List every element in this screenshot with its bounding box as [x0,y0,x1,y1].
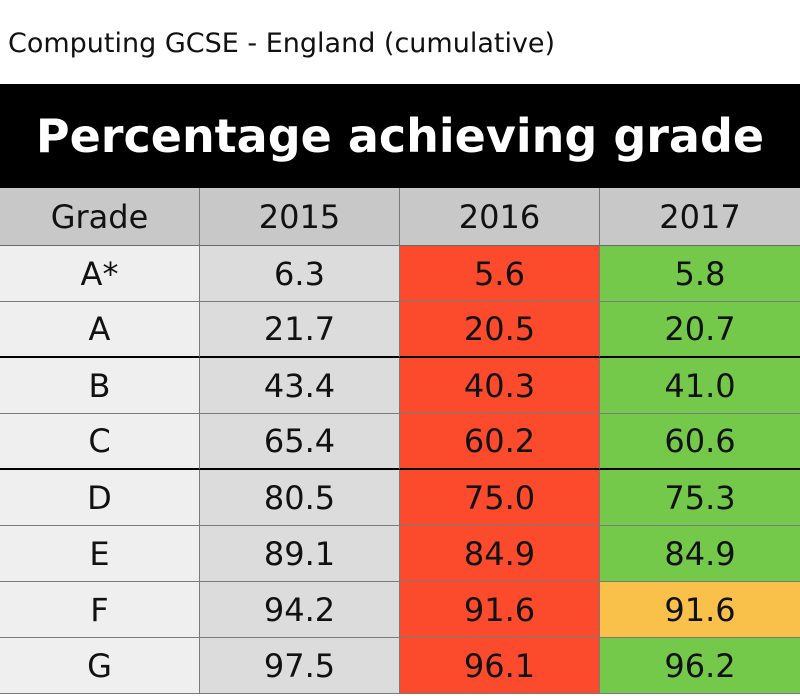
value-2017-cell: 60.6 [600,414,800,470]
table-body: A* 6.3 5.6 5.8 A 21.7 20.5 20.7 B 43.4 40.3 41.0 C 65… [0,246,800,694]
value-2015-cell: 6.3 [200,246,400,302]
value-2015-cell: 94.2 [200,582,400,638]
value-2017-cell: 5.8 [600,246,800,302]
table-row: D 80.5 75.0 75.3 [0,470,800,526]
grade-cell: B [0,358,200,414]
grade-cell: D [0,470,200,526]
table-row: C 65.4 60.2 60.6 [0,414,800,470]
table-row: F 94.2 91.6 91.6 [0,582,800,638]
table-row: A* 6.3 5.6 5.8 [0,246,800,302]
value-2016-cell: 20.5 [400,302,600,358]
grade-table: Grade 2015 2016 2017 A* 6.3 5.6 5.8 A 21.7 20.… [0,188,800,694]
grade-cell: E [0,526,200,582]
grade-cell: C [0,414,200,470]
value-2016-cell: 91.6 [400,582,600,638]
table-banner: Percentage achieving grade [0,84,800,188]
table-row: E 89.1 84.9 84.9 [0,526,800,582]
column-header-2015: 2015 [200,188,400,246]
page-title: Computing GCSE - England (cumulative) [8,28,556,59]
column-header-2016: 2016 [400,188,600,246]
column-header-grade: Grade [0,188,200,246]
value-2017-cell: 91.6 [600,582,800,638]
grade-cell: G [0,638,200,694]
value-2016-cell: 5.6 [400,246,600,302]
table-row: G 97.5 96.1 96.2 [0,638,800,694]
value-2015-cell: 65.4 [200,414,400,470]
value-2017-cell: 20.7 [600,302,800,358]
value-2017-cell: 84.9 [600,526,800,582]
grade-cell: F [0,582,200,638]
value-2016-cell: 60.2 [400,414,600,470]
table-row: A 21.7 20.5 20.7 [0,302,800,358]
value-2015-cell: 97.5 [200,638,400,694]
table-row: B 43.4 40.3 41.0 [0,358,800,414]
value-2017-cell: 75.3 [600,470,800,526]
value-2015-cell: 43.4 [200,358,400,414]
value-2016-cell: 96.1 [400,638,600,694]
value-2015-cell: 80.5 [200,470,400,526]
value-2017-cell: 41.0 [600,358,800,414]
value-2015-cell: 21.7 [200,302,400,358]
grade-cell: A* [0,246,200,302]
value-2016-cell: 40.3 [400,358,600,414]
value-2017-cell: 96.2 [600,638,800,694]
column-header-2017: 2017 [600,188,800,246]
grade-cell: A [0,302,200,358]
value-2015-cell: 89.1 [200,526,400,582]
value-2016-cell: 75.0 [400,470,600,526]
table-header-row: Grade 2015 2016 2017 [0,188,800,246]
value-2016-cell: 84.9 [400,526,600,582]
